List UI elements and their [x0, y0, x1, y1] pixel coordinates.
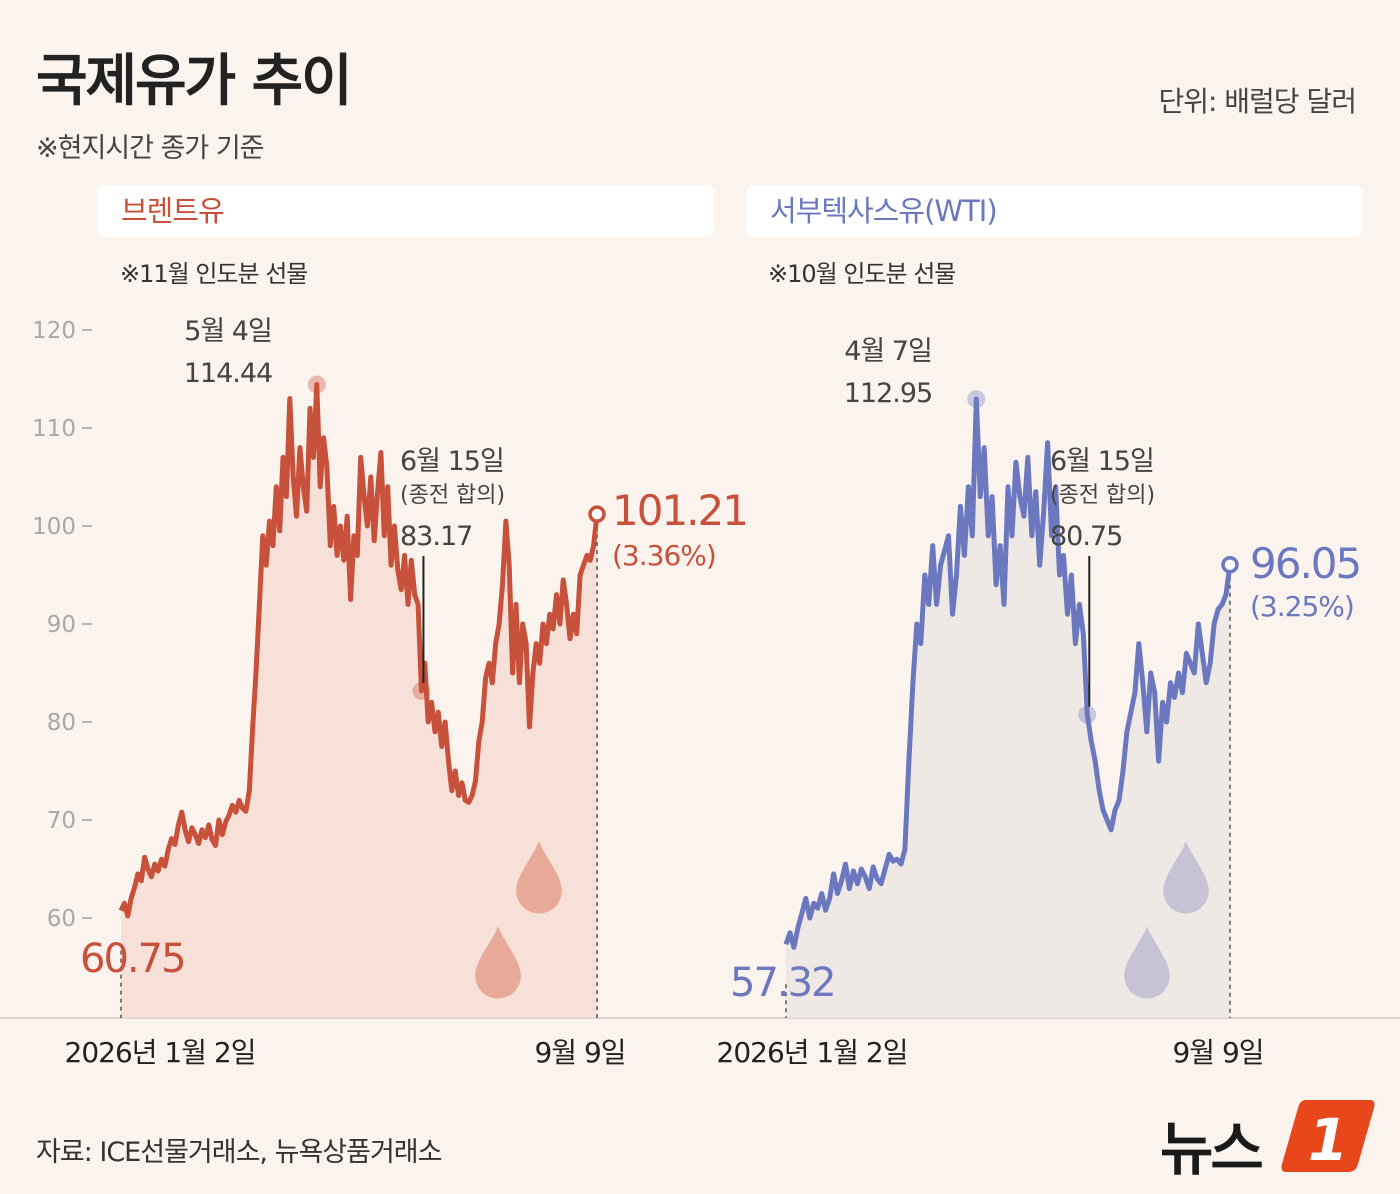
wti-area-fill [786, 399, 1230, 1019]
y-tick-label: 60 [47, 906, 76, 932]
brent-contract-note: ※11월 인도분 선물 [120, 260, 308, 288]
wti-oil-drop-icon [1163, 841, 1209, 914]
wti-start-value: 57.32 [730, 960, 835, 1006]
logo-mark-icon: 1 [1281, 1100, 1375, 1174]
wti-annotation-date: 4월 7일 [844, 336, 932, 367]
brent-annotation-date: 5월 4일 [184, 316, 272, 347]
wti-annotation-marker [967, 390, 986, 409]
brent-annotation-marker [412, 681, 431, 700]
wti-oil-drop-icon [1124, 926, 1170, 999]
wti-annotation-note: (종전 합의) [1050, 483, 1155, 508]
brent-annotation-value: 83.17 [400, 521, 472, 552]
y-tick-label: 90 [47, 612, 76, 638]
wti-price-line [783, 396, 1233, 950]
brent-x-label: 2026년 1월 2일 [65, 1036, 256, 1069]
wti-x-label: 2026년 1월 2일 [717, 1036, 908, 1069]
page-title: 국제유가 추이 [36, 49, 353, 114]
y-tick-label: 70 [47, 808, 76, 834]
brent-end-marker [588, 505, 606, 523]
wti-end-change: (3.25%) [1250, 590, 1354, 623]
brent-end-value: 101.21 [612, 486, 747, 535]
brent-start-value: 60.75 [80, 936, 185, 982]
source-note: 자료: ICE선물거래소, 뉴욕상품거래소 [36, 1137, 442, 1168]
brent-oil-drop-icon [516, 841, 562, 914]
brent-annotation-marker [307, 375, 326, 394]
logo-text: 뉴스 [1160, 1115, 1264, 1183]
wti-panel-header: 서부텍사스유(WTI) [746, 185, 1362, 237]
y-tick-label: 120 [32, 318, 76, 344]
unit-label: 단위: 배럴당 달러 [1158, 85, 1357, 118]
page-subtitle: ※현지시간 종가 기준 [36, 133, 265, 164]
brent-annotation-note: (종전 합의) [400, 483, 505, 508]
wti-annotation-date: 6월 15일 [1050, 446, 1154, 477]
wti-annotation-value: 112.95 [844, 378, 932, 409]
y-tick-label: 100 [32, 514, 76, 540]
brent-price-line [118, 382, 600, 919]
logo-mark-text: 1 [1308, 1106, 1348, 1174]
wti-x-label: 9월 9일 [1172, 1036, 1263, 1069]
y-tick-label: 110 [32, 416, 76, 442]
y-tick-label: 80 [47, 710, 76, 736]
wti-end-value: 96.05 [1250, 539, 1360, 588]
wti-contract-note: ※10월 인도분 선물 [768, 260, 956, 288]
brent-annotation-date: 6월 15일 [400, 446, 504, 477]
brent-area-fill [121, 384, 597, 1018]
brent-end-change: (3.36%) [612, 539, 716, 572]
wti-annotation-value: 80.75 [1050, 521, 1122, 552]
brent-oil-drop-icon [475, 926, 521, 999]
brent-annotation-value: 114.44 [184, 358, 272, 389]
wti-annotation-marker [1078, 705, 1097, 724]
brent-panel-header: 브렌트유 [97, 185, 714, 237]
news1-logo: 뉴스 1 [1160, 1096, 1380, 1183]
wti-end-marker [1221, 555, 1239, 574]
brent-x-label: 9월 9일 [534, 1036, 625, 1069]
